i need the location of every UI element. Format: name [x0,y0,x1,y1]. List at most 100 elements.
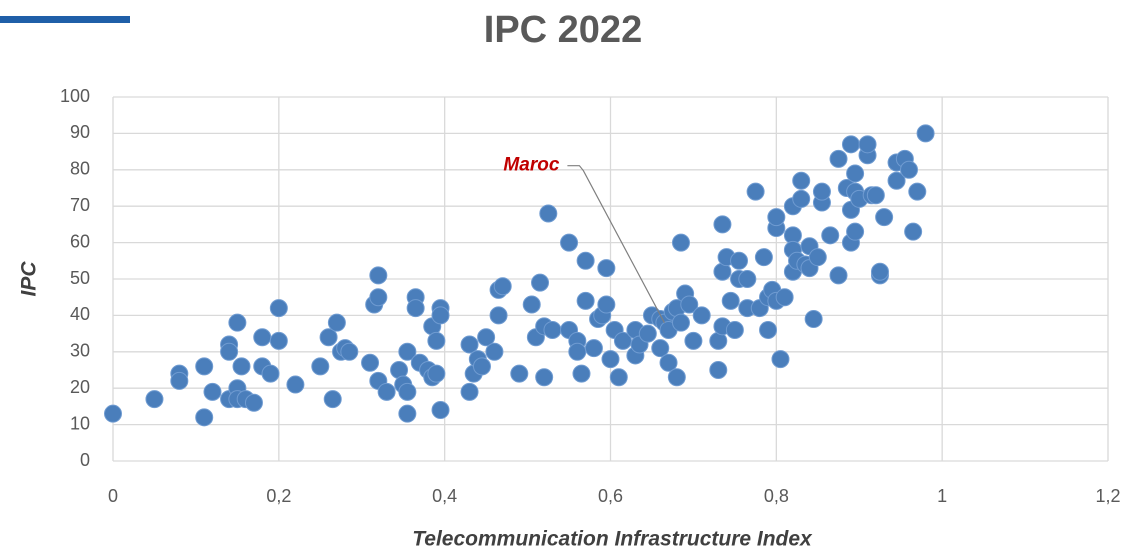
point [908,182,927,201]
point [671,233,690,252]
point [377,382,396,401]
point [232,357,251,376]
point [812,182,831,201]
point [327,313,346,332]
point [767,208,786,227]
y-tick-label: 0 [80,450,90,470]
point [195,408,214,427]
point [609,368,628,387]
point [792,189,811,208]
y-axis-label: IPC [18,261,41,297]
x-tick-label: 0,6 [598,486,623,506]
point [431,306,450,325]
point [369,288,388,307]
point [269,331,288,350]
point [543,320,562,339]
x-tick-label: 0 [108,486,118,506]
y-tick-label: 80 [70,159,90,179]
point [398,404,417,423]
point [398,382,417,401]
y-tick-label: 30 [70,341,90,361]
point [829,266,848,285]
point [323,390,342,409]
y-tick-label: 40 [70,304,90,324]
point [460,335,479,354]
point [253,328,272,347]
point [870,262,889,281]
point [775,288,794,307]
annotation-leader [567,165,665,323]
point [821,226,840,245]
point [730,251,749,270]
point [713,215,732,234]
point [754,248,773,267]
point [576,251,595,270]
x-tick-label: 0,4 [432,486,457,506]
point [427,364,446,383]
point [841,135,860,154]
point [522,295,541,314]
x-tick-label: 0,2 [266,486,291,506]
point [261,364,280,383]
point [671,313,690,332]
y-tick-label: 10 [70,413,90,433]
point [597,259,616,278]
point [875,208,894,227]
point [220,342,239,361]
y-tick-label: 100 [60,86,90,106]
point [746,182,765,201]
point [759,320,778,339]
point [721,291,740,310]
point [195,357,214,376]
point [709,361,728,379]
point [145,390,164,409]
point [244,393,263,412]
point [804,310,823,329]
point [531,273,550,292]
point [489,306,508,325]
point [406,299,425,318]
header-bar [0,16,130,23]
point [560,233,579,252]
point [398,342,417,361]
point [638,324,657,343]
point [846,222,865,241]
point [651,339,670,358]
point [228,313,247,332]
point [866,186,885,205]
point [692,306,711,325]
point [427,331,446,350]
point [510,364,529,383]
point [485,342,504,361]
y-tick-label: 20 [70,377,90,397]
point [846,164,865,183]
point [684,331,703,350]
point [858,135,877,154]
point [904,222,923,241]
point [576,291,595,310]
annotation-label: Maroc [503,155,559,176]
point [900,160,918,179]
point [887,171,906,190]
point [477,328,496,347]
point [680,295,699,314]
point [597,295,616,314]
point [725,320,744,339]
point [667,368,686,387]
point [659,353,678,372]
y-tick-label: 90 [70,122,90,142]
chart-title: IPC 2022 [484,9,642,51]
point [340,342,359,361]
x-tick-label: 0,8 [764,486,789,506]
point [460,382,479,401]
point [369,266,388,285]
point [572,364,591,383]
point [361,353,380,372]
point [203,382,222,401]
point [771,350,790,369]
point [319,328,338,347]
point [568,342,587,361]
point [601,350,620,369]
point [738,270,757,288]
point [792,171,811,190]
